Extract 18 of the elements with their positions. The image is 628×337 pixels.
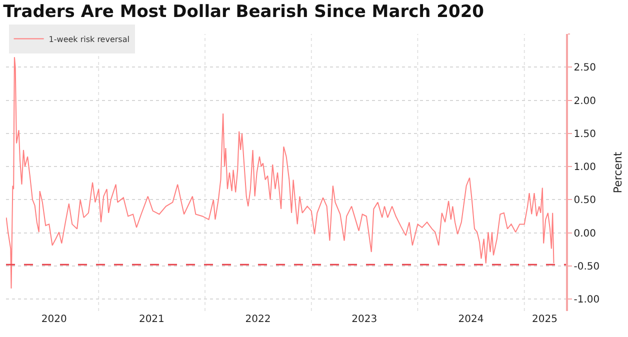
x-tick-label: 2024	[458, 314, 484, 325]
x-tick-label: 2021	[138, 314, 164, 325]
y-tick-label: -0.50	[574, 261, 600, 272]
y-tick-label: 2.00	[574, 96, 596, 107]
y-tick-label: -1.00	[574, 294, 600, 306]
y-tick-label: 2.50	[574, 62, 596, 74]
x-tick-label: 2020	[41, 314, 67, 325]
chart-title: Traders Are Most Dollar Bearish Since March 2020	[3, 2, 484, 22]
line-series	[6, 56, 554, 289]
y-tick-label: 1.00	[574, 162, 596, 174]
y-axis-title: Percent	[611, 151, 624, 194]
x-tick-label: 2022	[245, 314, 271, 325]
legend-label: 1-week risk reversal	[48, 34, 130, 44]
x-tick-label: 2023	[352, 314, 378, 325]
y-tick-label: 0.50	[574, 195, 596, 206]
y-tick-label: 1.50	[574, 128, 596, 140]
y-tick-label: 0.00	[574, 228, 596, 240]
x-tick-label: 2025	[532, 314, 558, 325]
